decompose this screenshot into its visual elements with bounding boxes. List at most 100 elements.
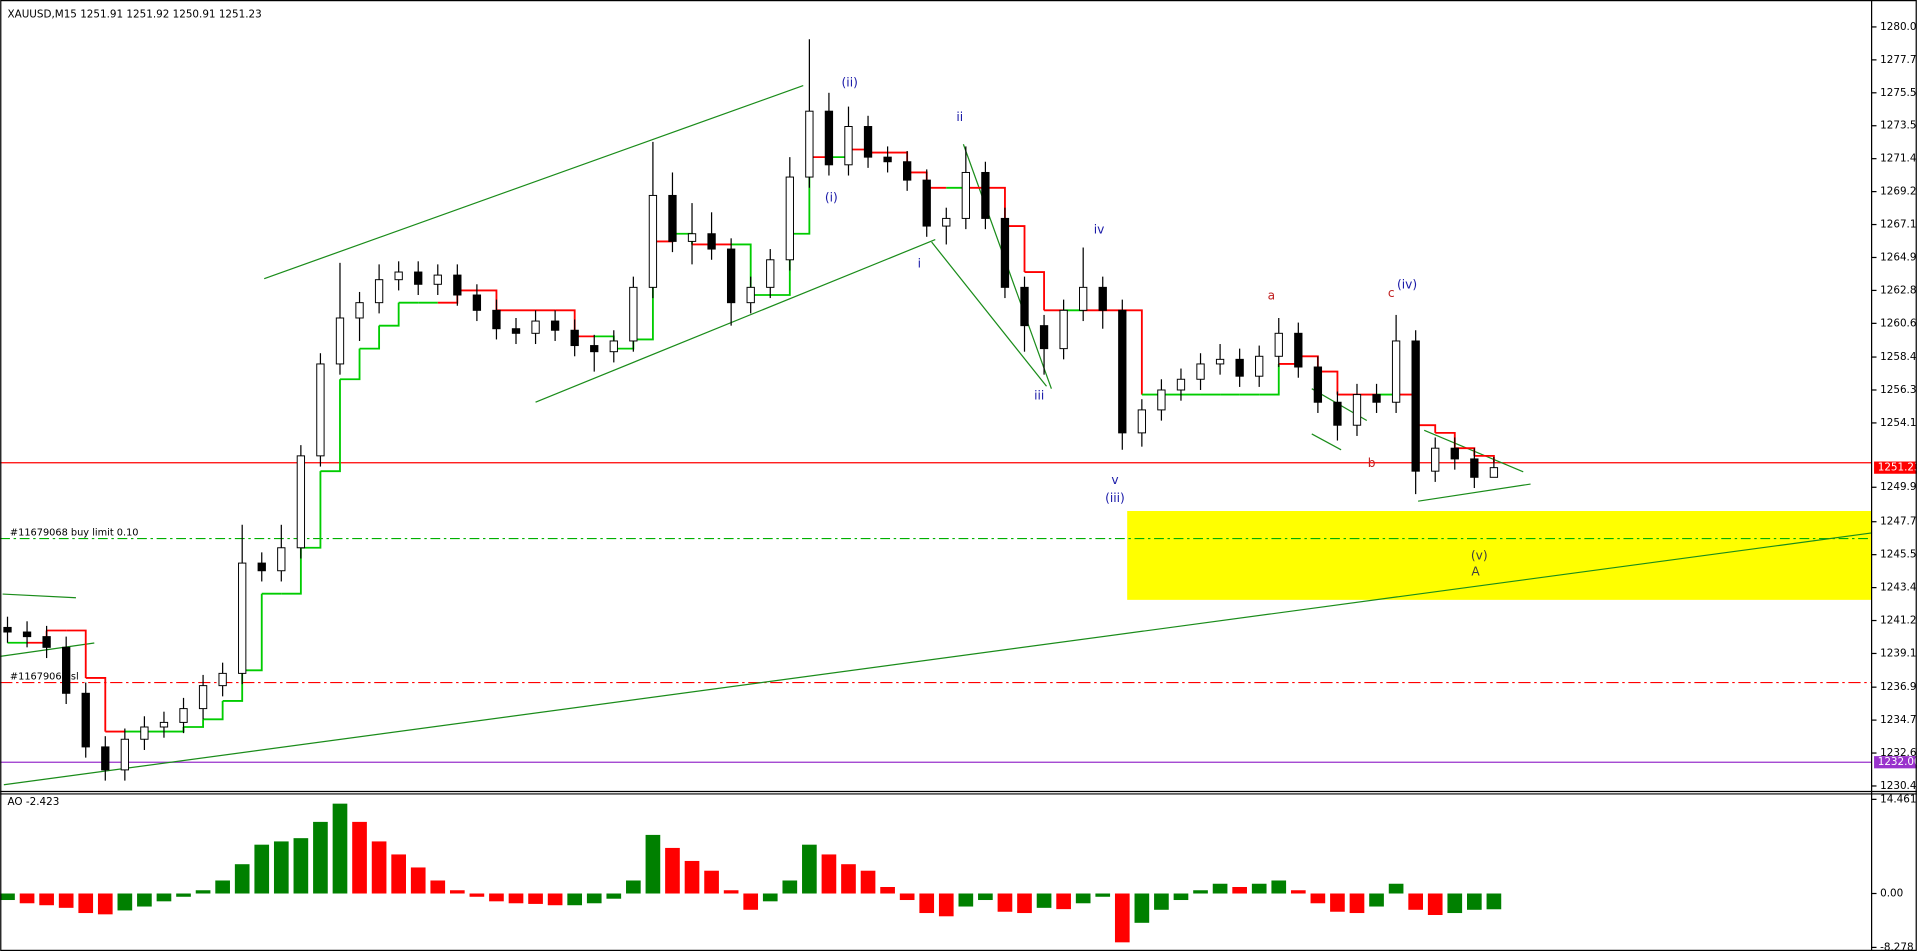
ao-bar — [0, 893, 15, 901]
y-tick-label: 1232.60 — [1880, 747, 1917, 759]
wave-label: ii — [956, 110, 963, 124]
ao-bar — [254, 844, 270, 894]
candle-body — [844, 126, 853, 166]
candle-body — [81, 692, 90, 748]
candle-body — [1372, 394, 1381, 403]
ao-bar — [704, 870, 719, 894]
ao-bar — [78, 893, 94, 914]
y-tick-label: 1271.40 — [1880, 153, 1917, 165]
zone-layer — [1127, 511, 1872, 600]
y-tick-label: 0.00 — [1880, 888, 1903, 900]
candle-body — [863, 126, 873, 158]
y-tick-label: 1258.45 — [1880, 351, 1917, 363]
target-zone — [1127, 511, 1872, 600]
candle-body — [257, 562, 266, 572]
trail-line — [300, 471, 322, 549]
ao-bar — [938, 893, 954, 917]
candle-body — [1000, 217, 1010, 288]
y-tick-label: 1230.45 — [1880, 780, 1917, 792]
candle-body — [120, 738, 130, 771]
candle-body — [1352, 394, 1362, 426]
ao-bar — [97, 893, 113, 915]
candle-body — [1411, 340, 1420, 472]
candle-body — [668, 194, 677, 242]
candle-body — [1059, 309, 1068, 350]
trail-line — [1024, 271, 1045, 311]
ao-bar — [156, 893, 172, 902]
candle-body — [394, 271, 403, 281]
ao-bar — [1467, 893, 1482, 910]
y-tick-label: 1256.30 — [1880, 384, 1917, 396]
ao-bar — [1114, 893, 1130, 943]
y-tick-label: 1277.75 — [1880, 54, 1917, 66]
trail-line — [1004, 225, 1026, 273]
candle-body — [707, 233, 716, 250]
candle-body — [1137, 409, 1147, 434]
ao-bar — [1486, 893, 1502, 910]
y-tick-label: 1262.80 — [1880, 284, 1917, 296]
ao-bar — [528, 893, 543, 904]
y-tick-label: 1260.65 — [1880, 317, 1917, 329]
ao-bar — [665, 847, 680, 894]
candle-body — [140, 726, 149, 740]
wave-label: c — [1388, 286, 1395, 300]
wave-label: (iv) — [1397, 277, 1417, 291]
ao-bar — [645, 834, 661, 894]
ao-bar — [39, 893, 54, 906]
candle-body — [511, 328, 521, 334]
y-tick-label: 1245.55 — [1880, 549, 1917, 561]
candle-body — [1313, 366, 1323, 403]
wave-label: v — [1111, 473, 1118, 487]
candle-body — [472, 294, 482, 311]
trail-line — [320, 379, 341, 473]
candle-body — [414, 271, 423, 285]
ao-bar — [430, 880, 446, 894]
candle-body — [824, 110, 834, 166]
ao-bar — [1017, 893, 1032, 914]
trend-line — [931, 241, 1047, 387]
ao-bar — [762, 893, 778, 902]
trail-line — [1415, 424, 1437, 433]
candle-body — [1489, 467, 1499, 478]
trail-line — [281, 547, 302, 595]
ao-bar — [1290, 890, 1306, 894]
candle-body — [1020, 286, 1029, 327]
candle-body — [62, 646, 71, 694]
candle-body — [942, 217, 951, 227]
y-tick-label: 1247.70 — [1880, 516, 1917, 528]
candle-body — [1098, 286, 1107, 311]
candle-body — [42, 636, 51, 648]
trend-line — [263, 84, 804, 280]
y-tick-label: -8.278 — [1880, 941, 1913, 951]
ao-bar — [1212, 883, 1228, 894]
ao-bar — [19, 893, 35, 904]
candle-body — [570, 329, 579, 347]
candle-body — [961, 171, 970, 219]
candle-body — [726, 248, 736, 304]
ao-bar — [1447, 893, 1463, 914]
candle-body — [1274, 332, 1283, 357]
candle-body — [198, 685, 208, 710]
ao-bar — [723, 890, 739, 894]
trail-line — [339, 348, 361, 381]
y-tick-label: 1280.00 — [1880, 21, 1917, 33]
ao-bar — [958, 893, 974, 907]
ao-bar — [684, 860, 700, 894]
ao-bar — [508, 893, 524, 904]
y-tick-label: 1273.55 — [1880, 120, 1917, 132]
ao-bar — [802, 844, 817, 894]
axis-layer: 1280.00 1277.75 1275.55 1273.55 1271.40 1269.… — [0, 21, 1917, 951]
trail-line — [183, 719, 204, 728]
price-tag-label: 1232.00 — [1878, 756, 1917, 768]
ao-bar — [1369, 893, 1384, 907]
candle-body — [609, 340, 618, 353]
price-tag — [1874, 461, 1917, 474]
trail-line — [85, 677, 107, 732]
candle-body — [1431, 447, 1440, 472]
wave-label: iii — [1034, 389, 1044, 403]
ao-bar — [391, 854, 406, 894]
wave-label: b — [1368, 456, 1376, 470]
wave-label: (i) — [825, 191, 838, 205]
